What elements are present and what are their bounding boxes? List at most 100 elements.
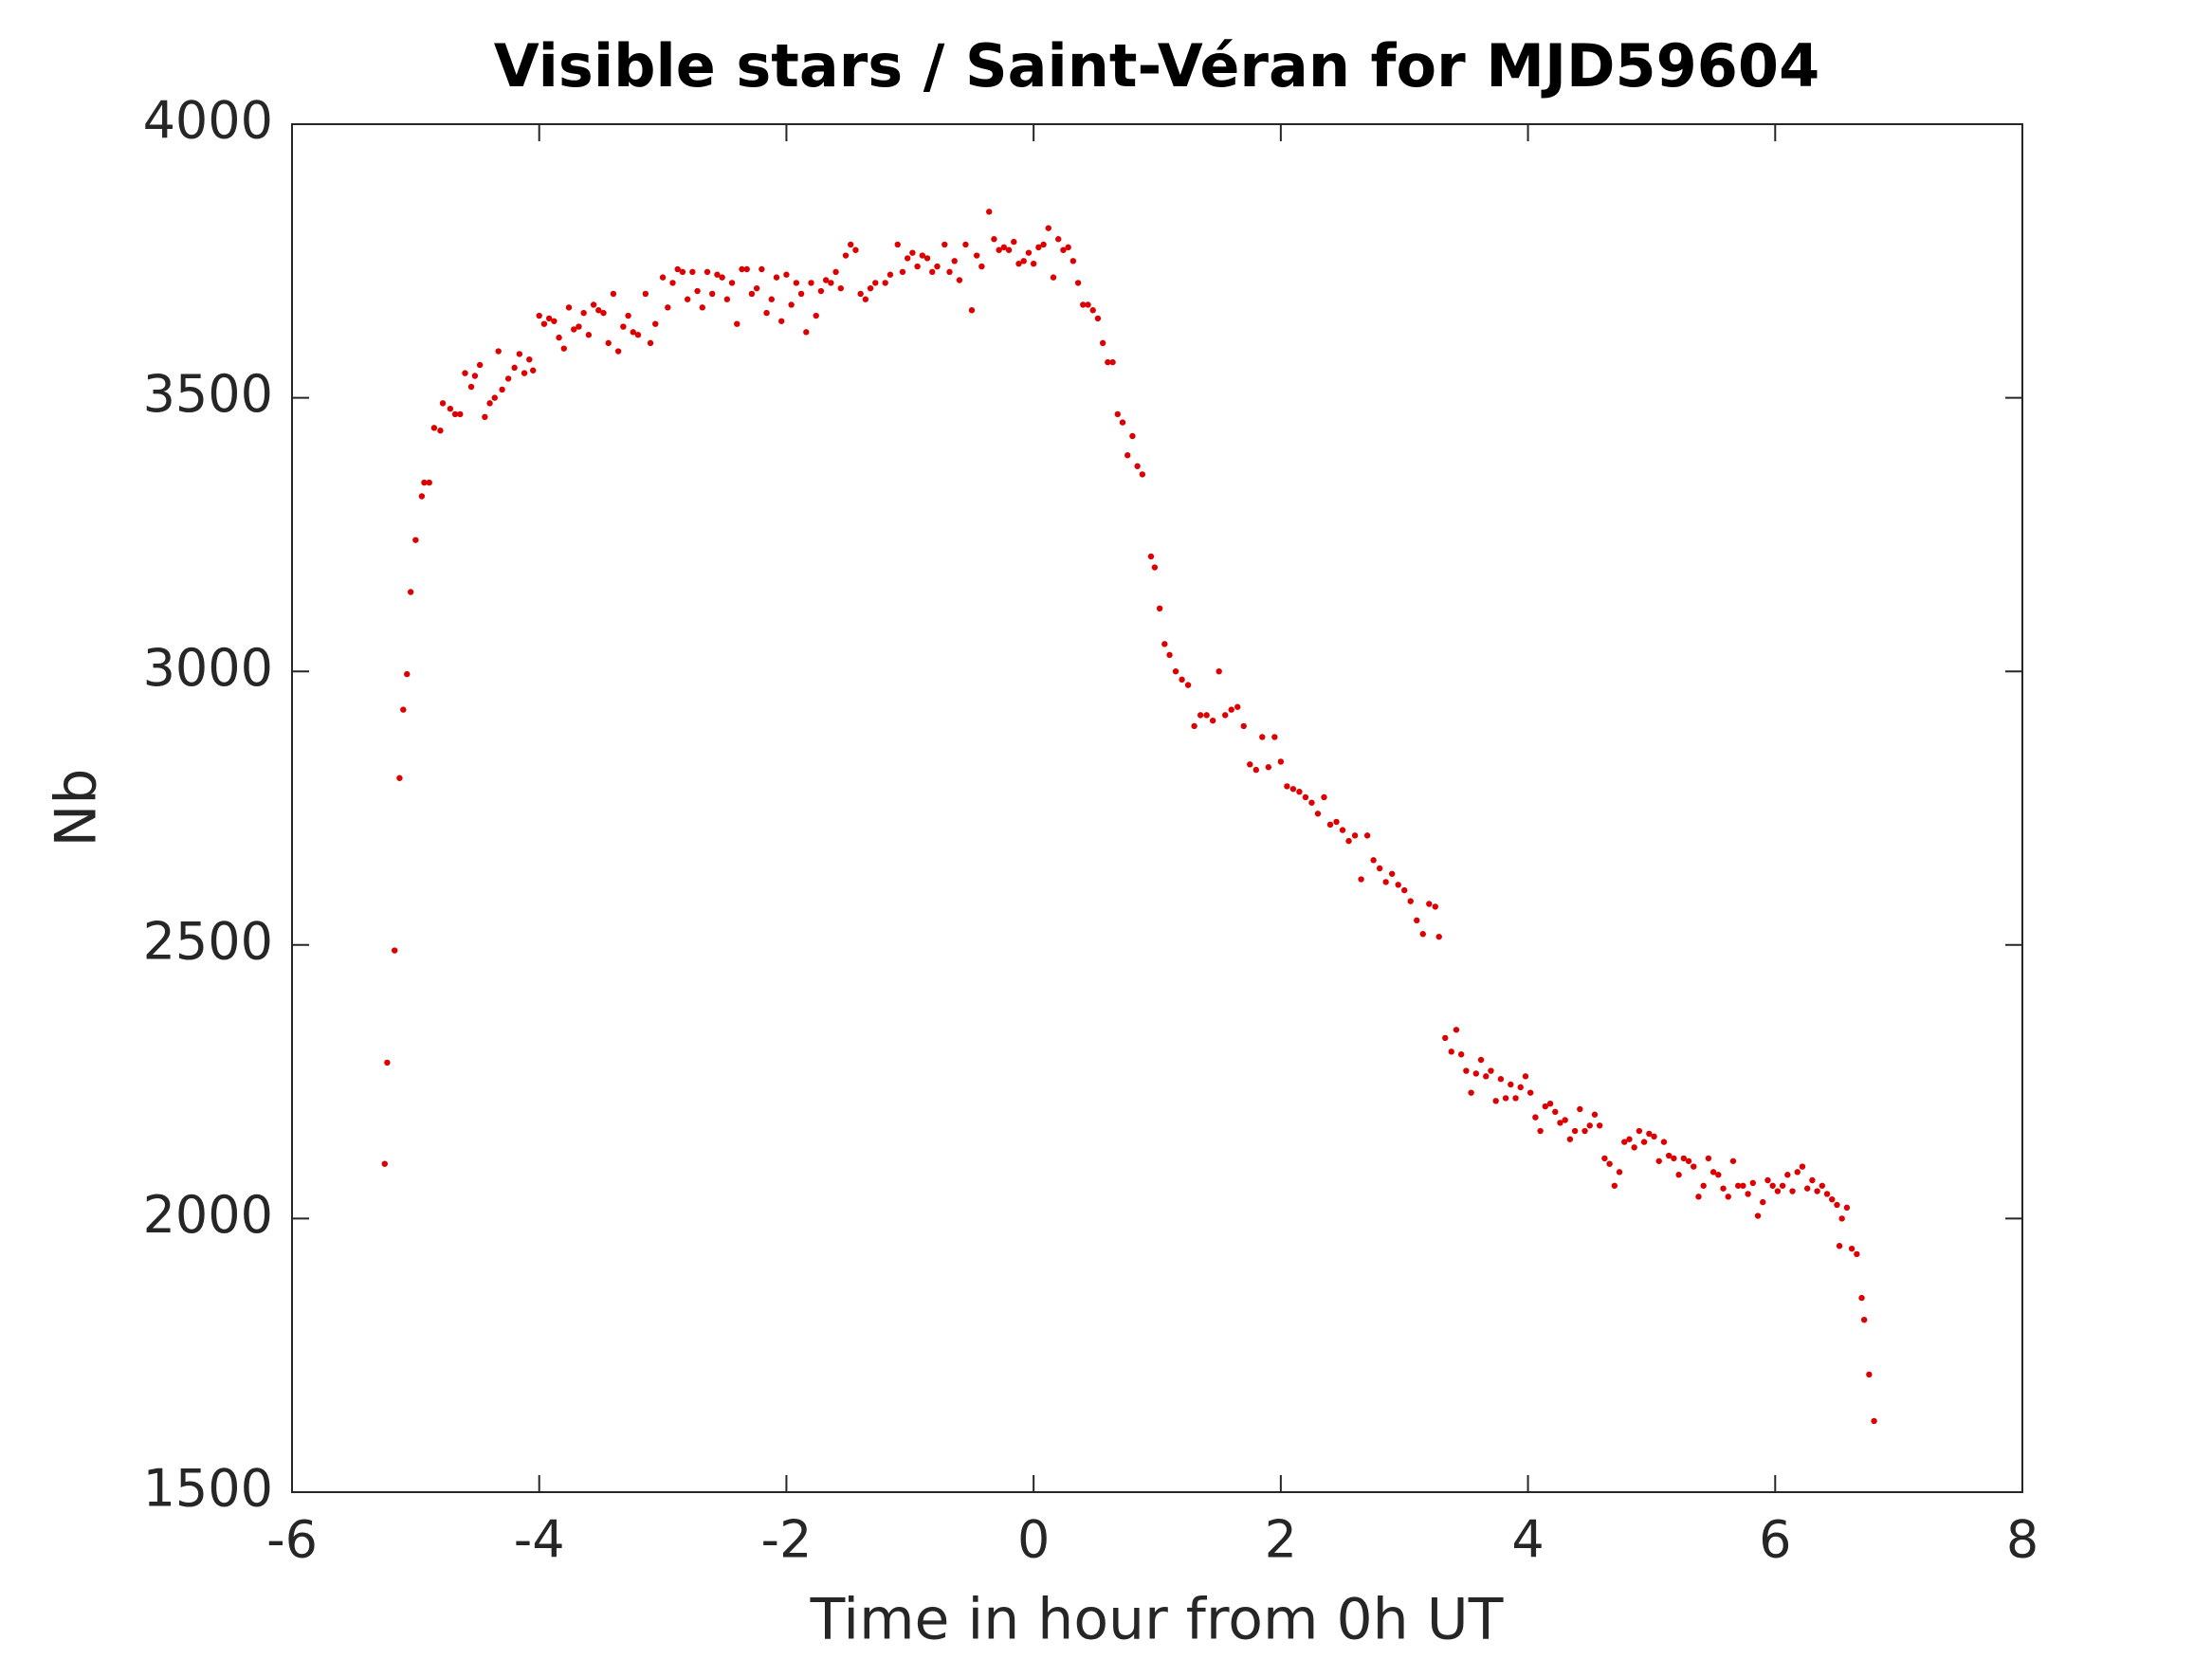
point [1105,358,1111,366]
point [1203,712,1210,719]
point [763,309,770,317]
point [1314,811,1322,817]
point [1836,1243,1843,1249]
point [1660,1139,1668,1145]
point [407,589,414,595]
point [689,268,696,276]
point [540,320,548,327]
point [614,348,622,355]
point [1468,1089,1474,1096]
point [1099,339,1106,347]
point [872,280,879,286]
point [1209,717,1216,724]
point [426,479,432,486]
point [1838,1215,1845,1222]
point [978,263,985,270]
point [1463,1067,1470,1074]
point [941,241,948,248]
point [968,307,976,314]
point [996,246,1002,253]
point [723,296,731,302]
point [491,394,498,401]
point [1432,903,1439,910]
point [1517,1084,1524,1091]
point [1705,1155,1712,1162]
point [934,263,941,270]
point [437,428,444,434]
point [1197,712,1204,719]
point [1858,1294,1865,1302]
point [1631,1144,1637,1151]
x-tick-label: 0 [1017,1510,1050,1570]
point [753,284,760,292]
point [1537,1127,1544,1135]
point [1843,1204,1851,1212]
point [894,241,901,248]
point [852,246,859,253]
point [1774,1188,1782,1194]
point [451,410,459,418]
point [1035,244,1042,251]
point [914,263,921,270]
point [962,241,969,248]
point [1382,879,1389,885]
point [630,329,636,336]
point [803,329,810,336]
point [634,332,642,338]
point [430,425,438,431]
point [1442,1034,1449,1042]
point [576,323,582,330]
point [1477,1056,1485,1064]
point [1005,246,1013,253]
point [946,268,953,276]
point [1139,471,1146,478]
point [1156,605,1163,612]
y-tick-label: 3000 [143,638,273,698]
point [495,348,502,355]
point [504,375,512,382]
point [1829,1195,1836,1203]
point [1228,706,1234,713]
point [1060,246,1067,253]
point [1611,1182,1618,1189]
point [822,277,830,283]
point [1376,865,1383,872]
point [1640,1139,1648,1145]
point [1860,1316,1868,1323]
y-tick-label: 4000 [143,91,273,151]
point [743,265,750,273]
point [482,413,488,421]
point [1497,1076,1505,1083]
point [1419,931,1426,938]
point [1401,886,1408,894]
point [381,1160,388,1167]
point [1760,1198,1766,1206]
point [486,400,493,407]
point [1074,280,1082,286]
point [1542,1103,1549,1110]
point [1065,244,1071,251]
point [709,290,716,298]
y-tick-label: 1500 [143,1459,273,1519]
point [768,296,775,302]
chart-title: Visible stars / Saint-Véran for MJD59604 [494,31,1819,100]
point [1871,1417,1877,1425]
x-tick-label: 8 [2006,1510,2038,1570]
point [832,268,839,276]
point [1426,901,1433,907]
point [973,252,980,259]
point [1050,274,1057,281]
point [1709,1169,1717,1176]
point [1596,1122,1603,1129]
point [862,296,869,302]
point [1069,258,1077,264]
point [1715,1172,1722,1178]
point [842,252,850,259]
point [625,312,631,319]
point [1866,1371,1873,1378]
point [1854,1250,1860,1258]
point [1000,244,1008,251]
point [1407,898,1414,904]
point [867,284,874,292]
